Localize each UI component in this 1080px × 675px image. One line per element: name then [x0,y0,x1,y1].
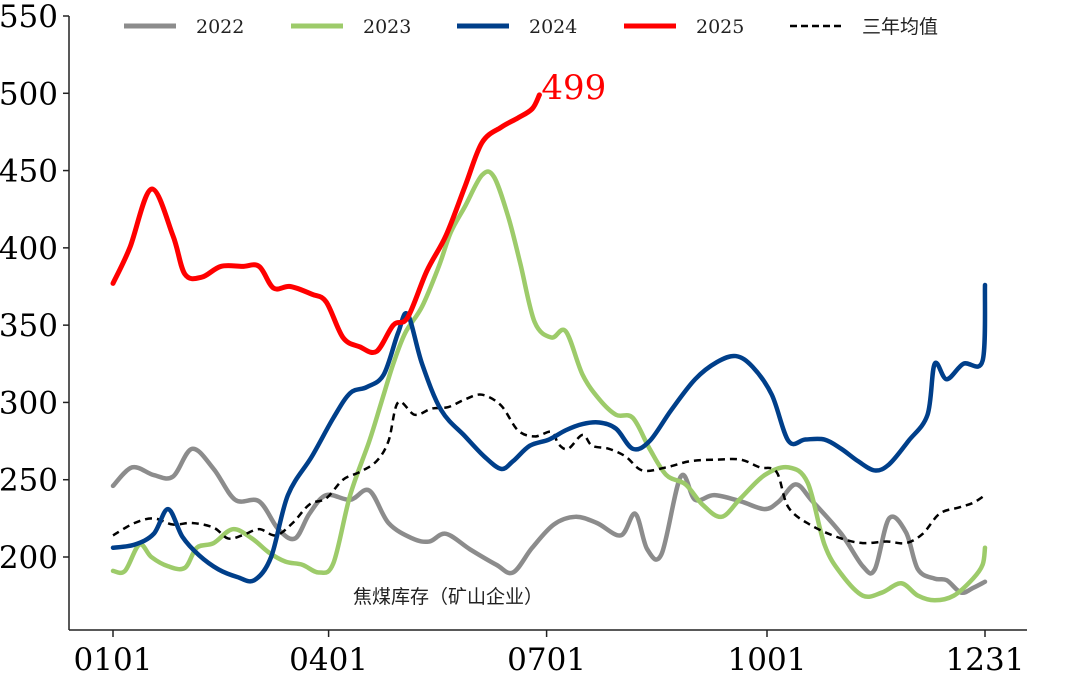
series-line-2023 [110,169,988,603]
legend-label: 2025 [696,16,744,38]
y-tick-label: 300 [0,385,58,421]
legend-label: 三年均值 [862,16,938,38]
y-tick-label: 500 [0,76,58,112]
legend-label: 2024 [529,16,577,38]
y-tick-label: 450 [0,154,58,190]
y-tick-label: 550 [0,0,58,35]
series-layer [110,92,988,603]
x-tick-label: 0701 [507,642,586,675]
axes: 200 250 300 350 400 450 500 550 0101 0401 0701 100… [0,0,1027,675]
y-tick-label: 200 [0,540,58,576]
series-line-avg [112,393,986,545]
y-tick-label: 400 [0,231,58,267]
chart-annotation: 焦煤库存（矿山企业） [353,586,543,608]
x-tick-label: 1231 [946,642,1025,675]
y-ticks: 200 250 300 350 400 450 500 550 [0,0,69,576]
legend-label: 2022 [196,16,244,38]
x-ticks: 0101 0401 0701 1001 1231 [74,630,1025,675]
y-tick-label: 350 [0,308,58,344]
legend-label: 2023 [363,16,411,38]
x-tick-label: 0101 [74,642,153,675]
y-tick-label: 250 [0,463,58,499]
series-line-2024 [110,282,988,584]
series-line-2022 [110,446,988,596]
x-tick-label: 1001 [728,642,807,675]
x-tick-label: 0401 [289,642,368,675]
series-line-2025 [110,92,542,356]
last-value-label: 499 [541,68,606,108]
legend: 2022 2023 2024 2025 三年均值 [124,16,938,38]
